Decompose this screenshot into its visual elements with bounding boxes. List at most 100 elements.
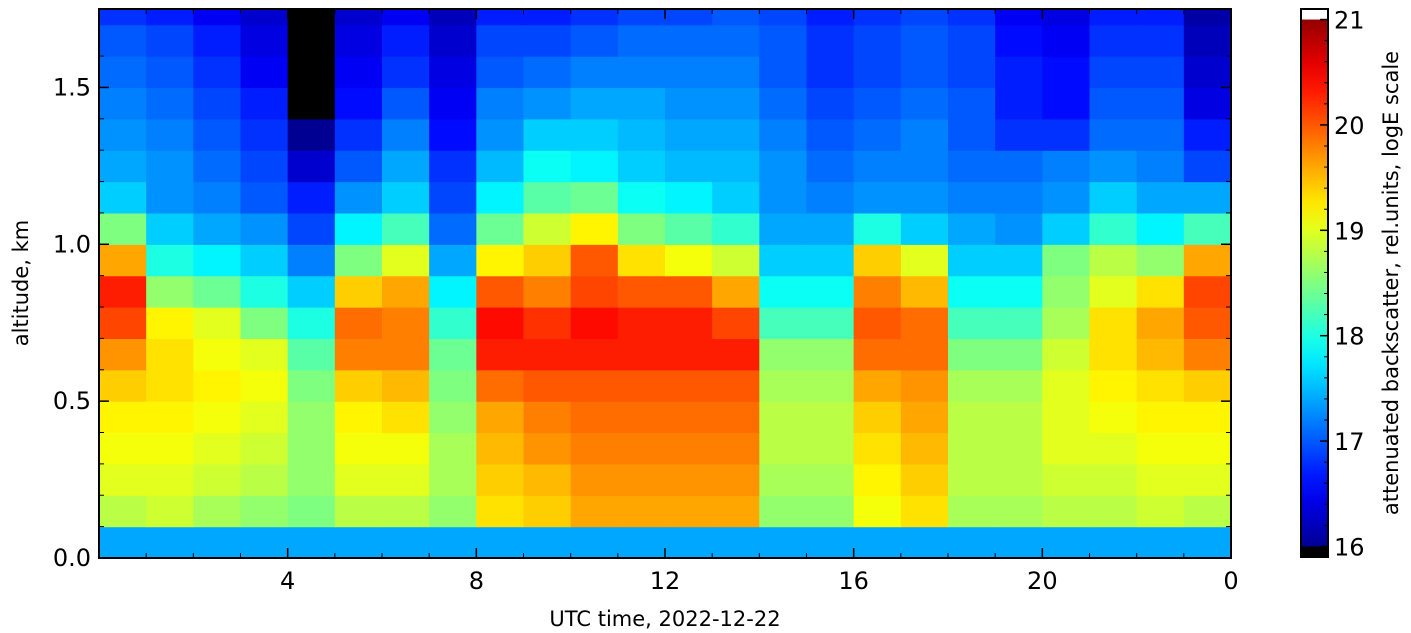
heatmap-cell <box>948 307 996 339</box>
heatmap-cell <box>382 307 430 339</box>
heatmap-cell <box>570 432 619 465</box>
heatmap-cell <box>334 401 383 434</box>
heatmap-cell <box>476 526 525 558</box>
heatmap-cell <box>995 24 1043 57</box>
heatmap-cell <box>853 181 902 214</box>
heatmap-cell <box>759 150 808 183</box>
heatmap-cell <box>665 212 713 245</box>
heatmap-cell <box>570 495 619 528</box>
heatmap-cell <box>382 9 430 26</box>
heatmap-cell <box>665 118 713 151</box>
heatmap-cell <box>287 526 336 558</box>
heatmap-cell <box>476 432 525 465</box>
heatmap-cell <box>146 118 194 151</box>
heatmap-cell <box>429 432 477 465</box>
heatmap-cell <box>240 401 289 434</box>
heatmap-cell <box>617 338 666 371</box>
heatmap-cell <box>853 463 902 496</box>
heatmap-cell <box>1183 307 1231 339</box>
colorbar-over <box>1301 9 1328 20</box>
heatmap-cell <box>948 150 996 183</box>
heatmap-cell <box>240 118 289 151</box>
heatmap-cell <box>995 244 1043 277</box>
heatmap-cell <box>1183 56 1231 89</box>
heatmap-cell <box>146 432 194 465</box>
heatmap-cell <box>429 9 477 26</box>
heatmap-cell <box>570 118 619 151</box>
heatmap-cell <box>1136 526 1185 558</box>
heatmap-cell <box>240 369 289 402</box>
heatmap-cell <box>617 56 666 89</box>
x-tick-label: 4 <box>280 567 295 595</box>
heatmap-cell <box>429 150 477 183</box>
heatmap-cell <box>523 24 572 57</box>
heatmap-cell <box>1042 369 1091 402</box>
heatmap-cell <box>193 181 242 214</box>
heatmap-cell <box>287 275 336 308</box>
heatmap-cell <box>995 307 1043 339</box>
heatmap-cell <box>1089 495 1138 528</box>
heatmap-cell <box>1089 432 1138 465</box>
heatmap-cell <box>995 275 1043 308</box>
heatmap-cell <box>1089 369 1138 402</box>
heatmap-cell <box>853 401 902 434</box>
heatmap-cell <box>476 181 525 214</box>
heatmap-cell <box>1042 338 1091 371</box>
heatmap-cell <box>1136 495 1185 528</box>
heatmap-cell <box>759 307 808 339</box>
heatmap-cell <box>523 181 572 214</box>
heatmap-cell <box>712 24 760 57</box>
heatmap-cell <box>712 432 760 465</box>
heatmap-cell <box>759 432 808 465</box>
heatmap-cell <box>759 401 808 434</box>
heatmap-cell <box>193 150 242 183</box>
heatmap-cell <box>523 463 572 496</box>
heatmap-cell <box>1042 495 1091 528</box>
heatmap-cell <box>759 463 808 496</box>
heatmap-cell <box>948 401 996 434</box>
heatmap-cell <box>1089 463 1138 496</box>
heatmap-cell <box>476 56 525 89</box>
heatmap-cell <box>1183 526 1231 558</box>
heatmap-cell <box>712 118 760 151</box>
heatmap-cell <box>382 150 430 183</box>
heatmap-cell <box>617 9 666 26</box>
heatmap-cell <box>146 495 194 528</box>
heatmap-cell <box>146 526 194 558</box>
colorbar-tick-label: 20 <box>1334 112 1365 140</box>
heatmap-cell <box>665 9 713 26</box>
heatmap-cell <box>665 275 713 308</box>
heatmap-cell <box>853 212 902 245</box>
heatmap-cell <box>1183 495 1231 528</box>
heatmap-cell <box>1089 307 1138 339</box>
heatmap-cell <box>1089 338 1138 371</box>
heatmap-cell <box>193 212 242 245</box>
colorbar: 16 17 18 19 20 21 <box>1300 7 1365 561</box>
heatmap-cell <box>853 244 902 277</box>
heatmap-cell <box>853 495 902 528</box>
heatmap-cell <box>523 212 572 245</box>
heatmap-cell <box>853 432 902 465</box>
heatmap-cell <box>99 24 147 57</box>
heatmap-cell <box>900 307 949 339</box>
heatmap-cell <box>334 87 383 120</box>
heatmap-cell <box>382 181 430 214</box>
colorbar-tick-label: 18 <box>1334 323 1365 351</box>
heatmap-cell <box>1089 9 1138 26</box>
heatmap-cell <box>759 369 808 402</box>
heatmap-cell <box>476 87 525 120</box>
heatmap-cell <box>99 212 147 245</box>
heatmap-cell <box>759 24 808 57</box>
heatmap-cell <box>806 495 855 528</box>
heatmap-cell <box>334 275 383 308</box>
heatmap-cell <box>853 56 902 89</box>
heatmap-cell <box>476 150 525 183</box>
x-tick-label: 12 <box>650 567 681 595</box>
heatmap-cell <box>193 307 242 339</box>
heatmap-cell <box>900 495 949 528</box>
heatmap-cell <box>1183 24 1231 57</box>
heatmap-cell <box>193 495 242 528</box>
heatmap-cell <box>146 87 194 120</box>
heatmap-cell <box>99 87 147 120</box>
heatmap-cell <box>382 24 430 57</box>
